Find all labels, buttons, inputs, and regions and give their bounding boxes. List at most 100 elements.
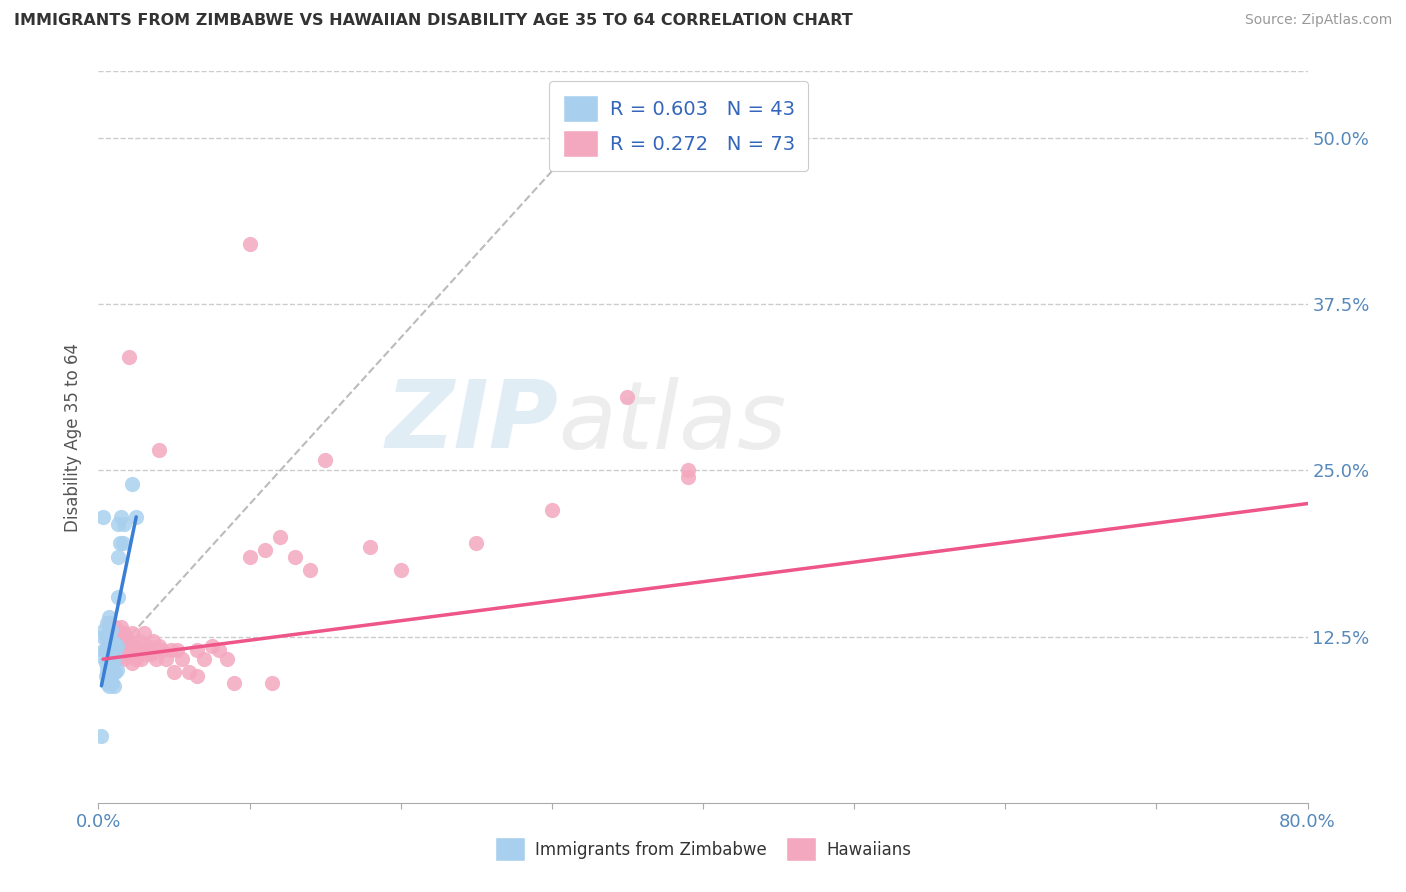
Point: [94, 643, 117, 657]
Point: [121, 643, 143, 657]
Point: [125, 509, 148, 524]
Point: [179, 665, 201, 680]
Point: [208, 643, 231, 657]
Point: [269, 530, 291, 544]
Point: [91, 509, 114, 524]
Point: [112, 643, 135, 657]
Point: [110, 509, 132, 524]
Point: [127, 643, 149, 657]
Point: [98, 609, 121, 624]
Point: [96, 676, 118, 690]
Point: [115, 633, 138, 648]
Point: [121, 656, 143, 670]
Point: [284, 549, 307, 564]
Point: [108, 536, 131, 550]
Point: [193, 652, 215, 666]
Point: [91, 630, 114, 644]
Point: [360, 541, 382, 555]
Point: [98, 616, 121, 631]
Point: [160, 643, 183, 657]
Point: [100, 623, 122, 637]
Point: [100, 676, 122, 690]
Point: [104, 620, 127, 634]
Point: [121, 625, 143, 640]
Text: atlas: atlas: [558, 377, 786, 468]
Point: [239, 237, 262, 252]
Point: [108, 625, 131, 640]
Point: [155, 652, 177, 666]
Point: [105, 639, 128, 653]
Point: [141, 647, 163, 661]
Point: [103, 636, 125, 650]
Point: [112, 625, 135, 640]
Point: [96, 663, 118, 677]
Point: [107, 516, 129, 531]
Text: ZIP: ZIP: [385, 376, 558, 468]
Point: [105, 639, 128, 653]
Point: [98, 663, 121, 677]
Point: [142, 633, 165, 648]
Point: [105, 625, 128, 640]
Point: [100, 636, 122, 650]
Point: [94, 656, 117, 670]
Point: [111, 536, 134, 550]
Point: [540, 503, 562, 517]
Point: [105, 663, 128, 677]
Point: [98, 630, 121, 644]
Point: [107, 590, 129, 604]
Point: [125, 639, 148, 653]
Point: [201, 639, 224, 653]
Point: [163, 665, 186, 680]
Point: [110, 647, 132, 661]
Point: [186, 643, 208, 657]
Point: [314, 452, 336, 467]
Text: IMMIGRANTS FROM ZIMBABWE VS HAWAIIAN DISABILITY AGE 35 TO 64 CORRELATION CHART: IMMIGRANTS FROM ZIMBABWE VS HAWAIIAN DIS…: [14, 13, 853, 29]
Point: [128, 633, 150, 648]
Y-axis label: Disability Age 35 to 64: Disability Age 35 to 64: [65, 343, 83, 532]
Legend: Immigrants from Zimbabwe, Hawaiians: Immigrants from Zimbabwe, Hawaiians: [488, 830, 918, 868]
Point: [101, 676, 124, 690]
Point: [112, 516, 135, 531]
Point: [96, 616, 118, 631]
Point: [215, 652, 238, 666]
Point: [299, 563, 322, 577]
Point: [110, 633, 132, 648]
Point: [389, 563, 412, 577]
Point: [105, 652, 128, 666]
Point: [122, 647, 145, 661]
Point: [136, 639, 159, 653]
Point: [114, 630, 136, 644]
Point: [98, 643, 121, 657]
Point: [166, 643, 188, 657]
Point: [90, 729, 112, 743]
Point: [125, 652, 148, 666]
Point: [103, 639, 125, 653]
Point: [239, 549, 262, 564]
Point: [616, 390, 638, 404]
Point: [145, 652, 167, 666]
Point: [101, 636, 124, 650]
Point: [96, 643, 118, 657]
Point: [111, 652, 134, 666]
Point: [96, 630, 118, 644]
Point: [104, 665, 127, 680]
Point: [110, 620, 132, 634]
Point: [94, 669, 117, 683]
Point: [94, 643, 117, 657]
Point: [91, 649, 114, 664]
Point: [100, 663, 122, 677]
Point: [103, 679, 125, 693]
Point: [103, 652, 125, 666]
Point: [135, 647, 157, 661]
Point: [93, 643, 115, 657]
Point: [98, 643, 121, 657]
Point: [465, 536, 488, 550]
Point: [262, 676, 284, 690]
Point: [118, 351, 141, 365]
Point: [98, 679, 121, 693]
Point: [107, 633, 129, 648]
Point: [100, 643, 122, 657]
Point: [186, 669, 208, 683]
Point: [115, 649, 138, 664]
Point: [676, 470, 699, 484]
